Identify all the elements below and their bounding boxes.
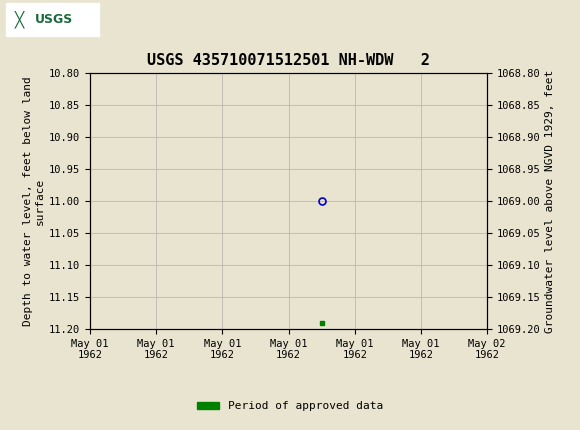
Bar (6, 3, 99, 36)
Y-axis label: Groundwater level above NGVD 1929, feet: Groundwater level above NGVD 1929, feet (545, 69, 555, 333)
Legend: Period of approved data: Period of approved data (193, 397, 387, 416)
Title: USGS 435710071512501 NH-WDW   2: USGS 435710071512501 NH-WDW 2 (147, 53, 430, 68)
Text: USGS: USGS (35, 13, 73, 26)
Text: ╳: ╳ (14, 11, 24, 28)
Y-axis label: Depth to water level, feet below land
surface: Depth to water level, feet below land su… (23, 76, 45, 326)
